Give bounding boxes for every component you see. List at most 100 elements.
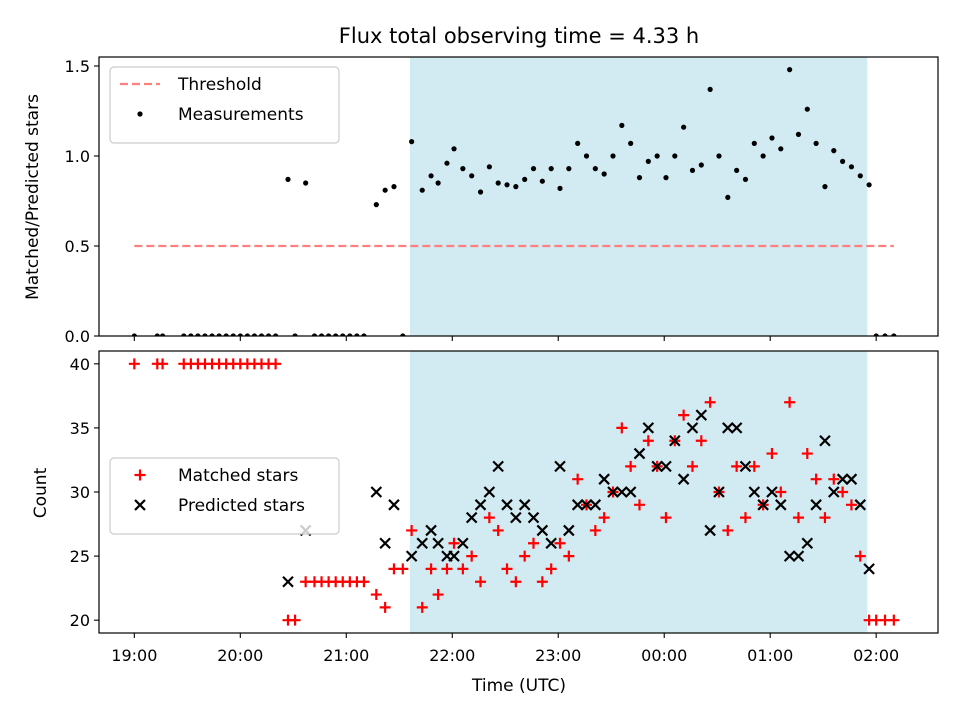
data-point-x [633, 447, 646, 460]
data-point-dot [636, 175, 643, 181]
x-tick-label: 00:00 [641, 646, 687, 665]
data-point-plus [572, 473, 584, 485]
data-point-dot [216, 333, 222, 336]
data-point-dot [530, 166, 537, 172]
data-point-dot [409, 139, 415, 145]
data-point-dot [645, 158, 651, 164]
y-axis-label-ratio: Matched/Predicted stars [23, 94, 43, 300]
data-point-plus [739, 512, 751, 524]
data-point-dot [188, 333, 194, 336]
legend-swatch-plus [134, 469, 146, 481]
data-point-dot [333, 333, 339, 336]
data-point-x [527, 511, 540, 524]
data-point-dot [866, 182, 872, 188]
data-point-plus [616, 422, 628, 434]
data-point-x [563, 524, 575, 537]
data-point-dot [285, 176, 291, 182]
data-point-x [801, 537, 814, 550]
data-point-dot [382, 187, 388, 193]
data-point-plus [642, 435, 654, 447]
data-point-plus [441, 563, 453, 575]
data-point-dot [373, 202, 379, 208]
data-point-plus [157, 358, 169, 370]
data-point-x [589, 499, 602, 511]
data-point-x [810, 499, 822, 511]
data-point-dot [672, 153, 678, 159]
data-point-x [775, 499, 787, 511]
legend-swatch-x [134, 499, 146, 511]
data-point-x [492, 460, 504, 473]
data-point-dot [131, 333, 137, 336]
data-point-x [783, 550, 796, 562]
data-point-plus [289, 614, 301, 626]
legend-label: Matched stars [178, 466, 298, 486]
data-point-dot [522, 176, 528, 182]
data-point-plus [466, 550, 478, 562]
data-point-x [457, 537, 469, 550]
data-point-plus [810, 473, 822, 485]
data-point-dot [795, 131, 802, 137]
y-tick-label: 0.0 [65, 327, 90, 346]
data-point-plus [731, 460, 743, 472]
data-point-plus [625, 460, 637, 472]
data-point-x [545, 537, 557, 550]
data-point-plus [775, 486, 787, 498]
data-point-x [651, 460, 663, 473]
data-point-x [483, 486, 496, 498]
data-point-plus [483, 512, 495, 524]
data-point-plus [766, 448, 778, 460]
legend-swatch-dot [137, 111, 143, 117]
observing-span-ratio [409, 57, 868, 336]
data-point-dot [548, 166, 554, 172]
data-point-plus [819, 512, 831, 524]
data-point-dot [663, 175, 669, 181]
data-point-dot [209, 333, 215, 336]
data-point-x [474, 499, 487, 511]
data-point-plus [457, 563, 469, 575]
x-tick-label: 01:00 [747, 646, 793, 665]
data-point-dot [787, 67, 793, 73]
data-point-x [416, 537, 429, 550]
data-point-dot [237, 333, 243, 336]
data-point-dot [751, 140, 757, 146]
data-point-plus [633, 499, 645, 511]
data-point-dot [539, 178, 545, 184]
data-point-dot [734, 167, 740, 173]
x-tick-label: 21:00 [323, 646, 369, 665]
data-point-plus [536, 576, 548, 588]
y-tick-label: 0.5 [65, 237, 90, 256]
x-tick-label: 22:00 [429, 646, 475, 665]
data-point-plus [406, 524, 418, 536]
plot-area-counts [128, 358, 900, 626]
data-point-dot [340, 333, 346, 336]
data-point-dot [486, 164, 492, 170]
data-point-x [686, 422, 699, 434]
data-point-dot [361, 333, 367, 336]
y-axis-label-count: Count [31, 467, 51, 518]
y-tick-label: 30 [70, 483, 90, 502]
data-point-plus [554, 537, 566, 549]
data-point-x [510, 511, 522, 524]
data-point-dot [495, 180, 501, 186]
data-point-plus [528, 537, 540, 549]
data-point-x [854, 499, 867, 511]
data-point-x [748, 486, 761, 498]
data-point-dot [813, 140, 819, 146]
chart-title: Flux total observing time = 4.33 h [339, 24, 699, 48]
data-point-plus [128, 358, 140, 370]
data-point-x [669, 434, 681, 447]
data-point-x [598, 473, 610, 485]
data-point-x [677, 473, 690, 485]
data-point-x [704, 524, 716, 537]
data-point-dot [391, 184, 397, 190]
data-point-dot [202, 333, 208, 336]
data-point-x [554, 460, 566, 473]
data-point-dot [251, 333, 258, 336]
data-point-plus [448, 537, 460, 549]
data-point-plus [510, 576, 522, 588]
data-point-plus [545, 563, 557, 575]
data-point-plus [425, 563, 437, 575]
axes-frame-ratio [98, 56, 939, 337]
data-point-dot [513, 184, 519, 190]
